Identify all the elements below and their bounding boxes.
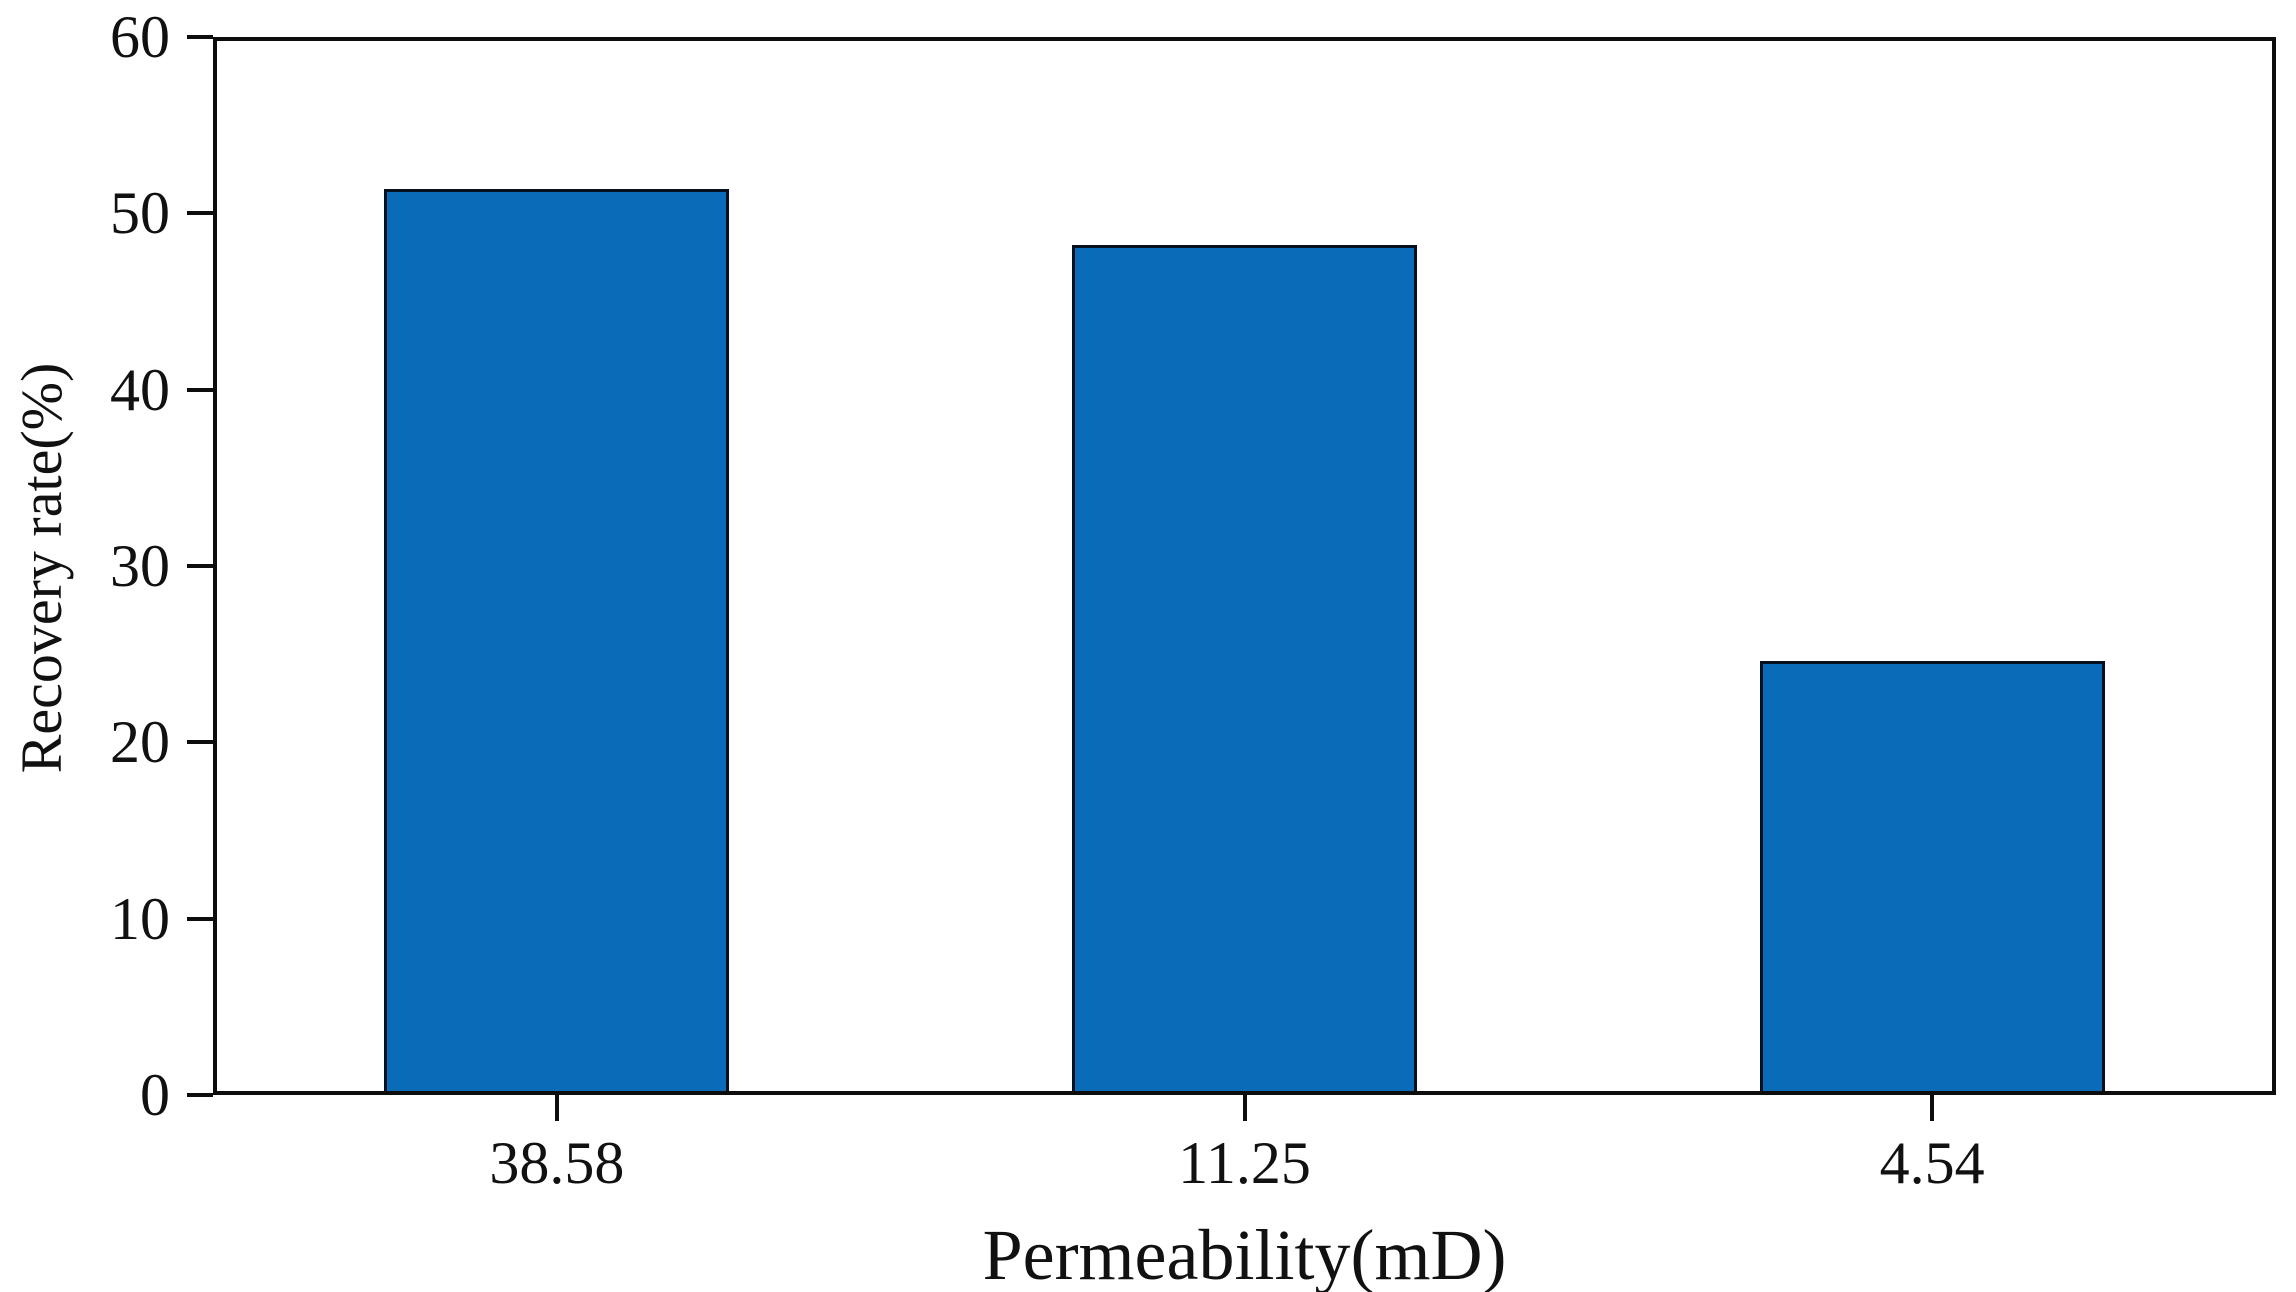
y-tick-mark <box>187 1093 213 1097</box>
y-tick-mark <box>187 387 213 392</box>
y-tick-mark <box>187 564 213 568</box>
y-tick-mark <box>187 916 213 921</box>
x-tick-mark <box>1242 1095 1247 1121</box>
x-tick-mark <box>554 1095 559 1121</box>
y-tick-label: 0 <box>140 1062 170 1128</box>
bar <box>1759 661 2105 1095</box>
plot-area <box>213 37 2276 1095</box>
y-tick-label: 20 <box>110 709 170 776</box>
x-axis-title: Permeability(mD) <box>982 1215 1507 1292</box>
x-tick-mark <box>1930 1095 1935 1121</box>
y-tick-mark <box>187 740 213 745</box>
x-tick-label: 38.58 <box>489 1130 625 1196</box>
y-tick-mark <box>187 35 213 39</box>
y-tick-mark <box>187 211 213 216</box>
bar <box>384 188 730 1095</box>
y-tick-label: 50 <box>110 180 170 247</box>
x-tick-label: 4.54 <box>1879 1130 1985 1196</box>
y-axis-title: Recovery rate(%) <box>9 362 74 774</box>
y-tick-label: 30 <box>110 533 170 599</box>
bar <box>1072 245 1417 1095</box>
y-tick-label: 60 <box>110 4 170 70</box>
y-tick-label: 10 <box>110 885 170 952</box>
y-tick-label: 40 <box>110 356 170 423</box>
x-tick-label: 11.25 <box>1178 1130 1311 1196</box>
